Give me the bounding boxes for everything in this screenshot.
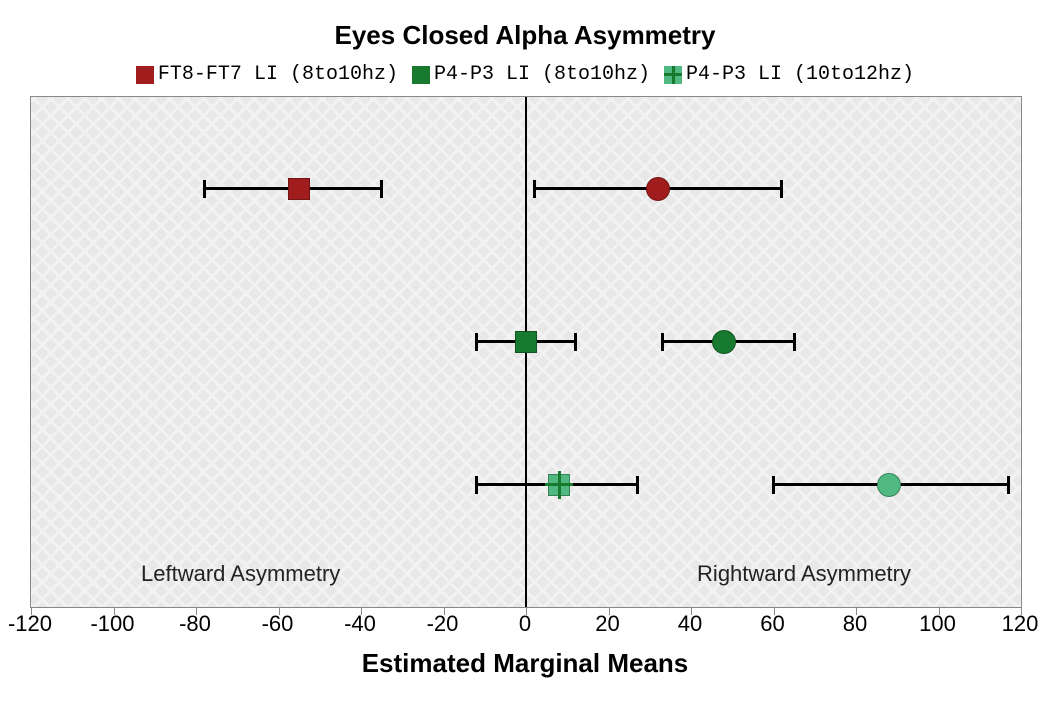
x-tick-label: 120 [1002,611,1039,637]
error-cap [793,333,796,351]
plot-area: Leftward Asymmetry Rightward Asymmetry [30,96,1022,608]
circle-marker-icon [646,177,670,201]
x-tick-label: -20 [427,611,459,637]
legend-item: P4-P3 LI (10to12hz) [664,63,914,86]
x-tick-label: -100 [90,611,134,637]
legend: FT8-FT7 LI (8to10hz) P4-P3 LI (8to10hz) P4… [20,63,1030,86]
error-cap [475,333,478,351]
error-cap [661,333,664,351]
x-tick-label: 60 [760,611,784,637]
right-quadrant-label: Rightward Asymmetry [697,561,911,587]
legend-label: P4-P3 LI (8to10hz) [434,63,650,86]
legend-swatch-icon [412,66,430,84]
plus-overlay-icon [558,471,561,499]
x-tick-label: -60 [262,611,294,637]
error-cap [636,476,639,494]
legend-label: FT8-FT7 LI (8to10hz) [158,63,398,86]
x-tick-label: 0 [519,611,531,637]
legend-item: P4-P3 LI (8to10hz) [412,63,650,86]
x-tick-label: 40 [678,611,702,637]
x-tick-label: 100 [919,611,956,637]
circle-marker-icon [877,473,901,497]
circle-marker-icon [712,330,736,354]
square-marker-icon [288,178,310,200]
x-tick-label: 80 [843,611,867,637]
x-tick-label: -120 [8,611,52,637]
legend-swatch-icon [664,66,682,84]
error-cap [1007,476,1010,494]
chart-title: Eyes Closed Alpha Asymmetry [20,20,1030,51]
legend-item: FT8-FT7 LI (8to10hz) [136,63,398,86]
chart-container: Eyes Closed Alpha Asymmetry FT8-FT7 LI (… [20,20,1030,679]
x-axis-title: Estimated Marginal Means [20,648,1030,679]
error-cap [574,333,577,351]
left-quadrant-label: Leftward Asymmetry [141,561,340,587]
plot-wrapper: Leftward Asymmetry Rightward Asymmetry -… [20,96,1030,608]
error-cap [380,180,383,198]
error-cap [475,476,478,494]
error-cap [533,180,536,198]
legend-swatch-icon [136,66,154,84]
x-tick-label: 20 [595,611,619,637]
square-marker-icon [515,331,537,353]
error-cap [780,180,783,198]
error-cap [203,180,206,198]
legend-label: P4-P3 LI (10to12hz) [686,63,914,86]
x-tick-label: -40 [344,611,376,637]
x-tick-label: -80 [179,611,211,637]
error-cap [772,476,775,494]
